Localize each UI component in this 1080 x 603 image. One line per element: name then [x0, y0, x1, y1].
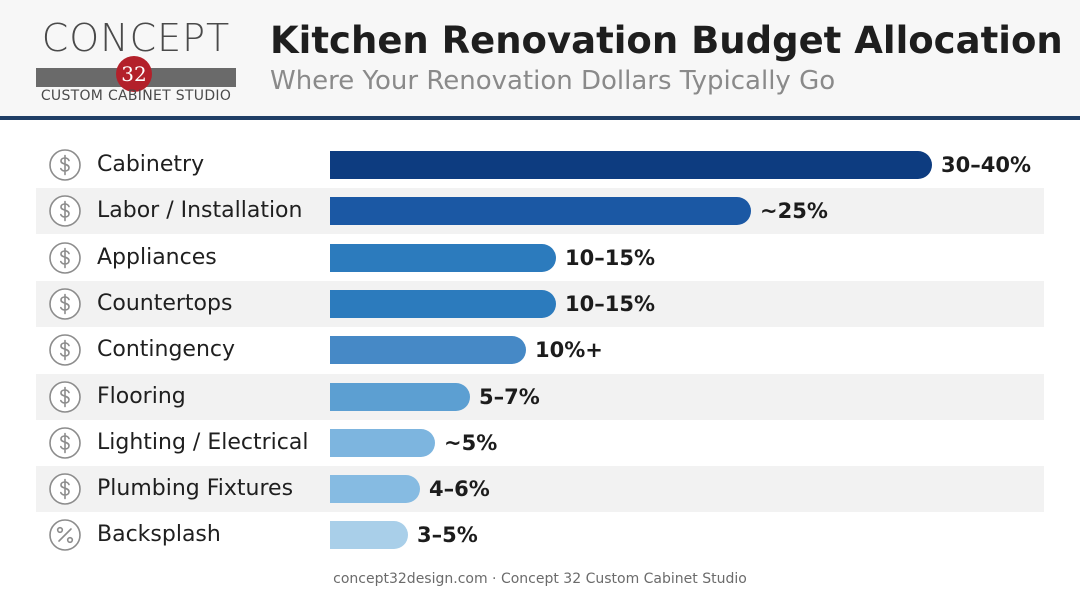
dollar-icon — [48, 426, 82, 460]
bar — [330, 151, 932, 179]
bar — [330, 382, 470, 411]
bar — [330, 475, 420, 504]
dollar-icon — [48, 472, 82, 506]
row-stripe — [36, 373, 1044, 420]
value-label: 30–40% — [941, 153, 1031, 177]
bar — [330, 197, 751, 226]
chart-subtitle: Where Your Renovation Dollars Typically … — [270, 66, 836, 96]
percent-icon — [48, 518, 82, 552]
header-rule — [0, 116, 1080, 120]
category-label: Appliances — [97, 244, 217, 270]
category-label: Backsplash — [97, 522, 221, 548]
bar — [330, 428, 435, 457]
brand-logo: CONCEPT 32 CUSTOM CABINET STUDIO — [34, 14, 238, 104]
value-label: 10–15% — [565, 245, 655, 270]
logo-wordmark: CONCEPT — [41, 16, 231, 60]
category-label: Contingency — [97, 337, 236, 363]
value-label: ~5% — [444, 430, 498, 455]
category-label: Labor / Installation — [97, 198, 303, 224]
category-label: Plumbing Fixtures — [97, 476, 294, 502]
value-label: 4–6% — [429, 477, 490, 502]
chart-title: Kitchen Renovation Budget Allocation — [270, 19, 1063, 62]
category-label: Flooring — [97, 383, 186, 409]
logo-badge: 32 — [116, 56, 152, 92]
footer-credit: concept32design.com · Concept 32 Custom … — [333, 571, 747, 587]
dollar-icon — [48, 333, 82, 367]
category-label: Lighting / Electrical — [97, 429, 309, 455]
value-label: ~25% — [760, 199, 828, 224]
category-label: Countertops — [97, 290, 233, 316]
bar — [330, 521, 408, 550]
value-label: 10%+ — [535, 338, 603, 363]
row-stripe — [36, 466, 1044, 513]
dollar-icon — [48, 194, 82, 228]
bar — [330, 336, 526, 365]
dollar-icon — [48, 241, 82, 275]
bar-chart: Cabinetry 30–40% Labor / Installation ~25% A… — [0, 140, 1080, 560]
header: CONCEPT 32 CUSTOM CABINET STUDIO Kitchen… — [0, 0, 1080, 116]
value-label: 10–15% — [565, 291, 655, 316]
value-label: 5–7% — [479, 384, 540, 409]
bar — [330, 243, 556, 272]
category-label: Cabinetry — [97, 152, 205, 177]
logo-tagline: CUSTOM CABINET STUDIO — [40, 88, 232, 104]
dollar-icon — [48, 148, 82, 182]
dollar-icon — [48, 380, 82, 414]
bar — [330, 289, 556, 318]
value-label: 3–5% — [417, 523, 478, 548]
dollar-icon — [48, 287, 82, 321]
